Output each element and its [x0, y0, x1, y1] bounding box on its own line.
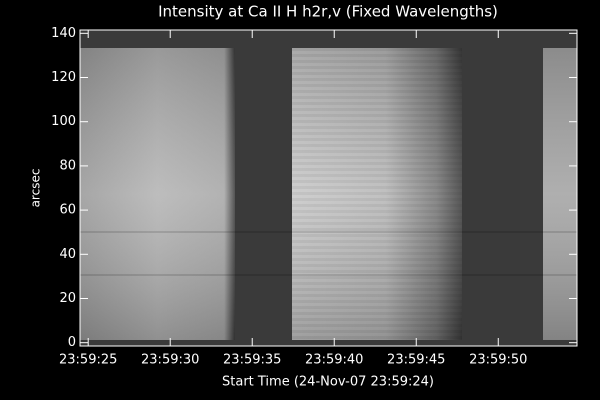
x-tick-label: 23:59:40	[305, 353, 363, 368]
y-tick-label: 20	[59, 291, 76, 306]
y-tick-label: 100	[51, 114, 76, 129]
x-axis-label: Start Time (24-Nov-07 23:59:24)	[222, 375, 434, 390]
x-tick-label: 23:59:35	[223, 353, 281, 368]
image	[80, 30, 577, 346]
y-tick-label: 60	[59, 203, 76, 218]
chart-title: Intensity at Ca II H h2r,v (Fixed Wavele…	[158, 3, 498, 21]
y-tick-label: 80	[59, 158, 76, 173]
y-axis-label: arcsec	[29, 169, 43, 208]
x-tick-label: 23:59:30	[141, 353, 199, 368]
x-tick-label: 23:59:25	[59, 353, 117, 368]
x-tick-label: 23:59:50	[469, 353, 527, 368]
plot-frame	[79, 29, 578, 347]
y-tick-label: 0	[68, 335, 76, 350]
y-tick-label: 120	[51, 70, 76, 85]
y-tick-label: 40	[59, 247, 76, 262]
x-tick-label: 23:59:45	[387, 353, 445, 368]
y-tick-label: 140	[51, 26, 76, 41]
